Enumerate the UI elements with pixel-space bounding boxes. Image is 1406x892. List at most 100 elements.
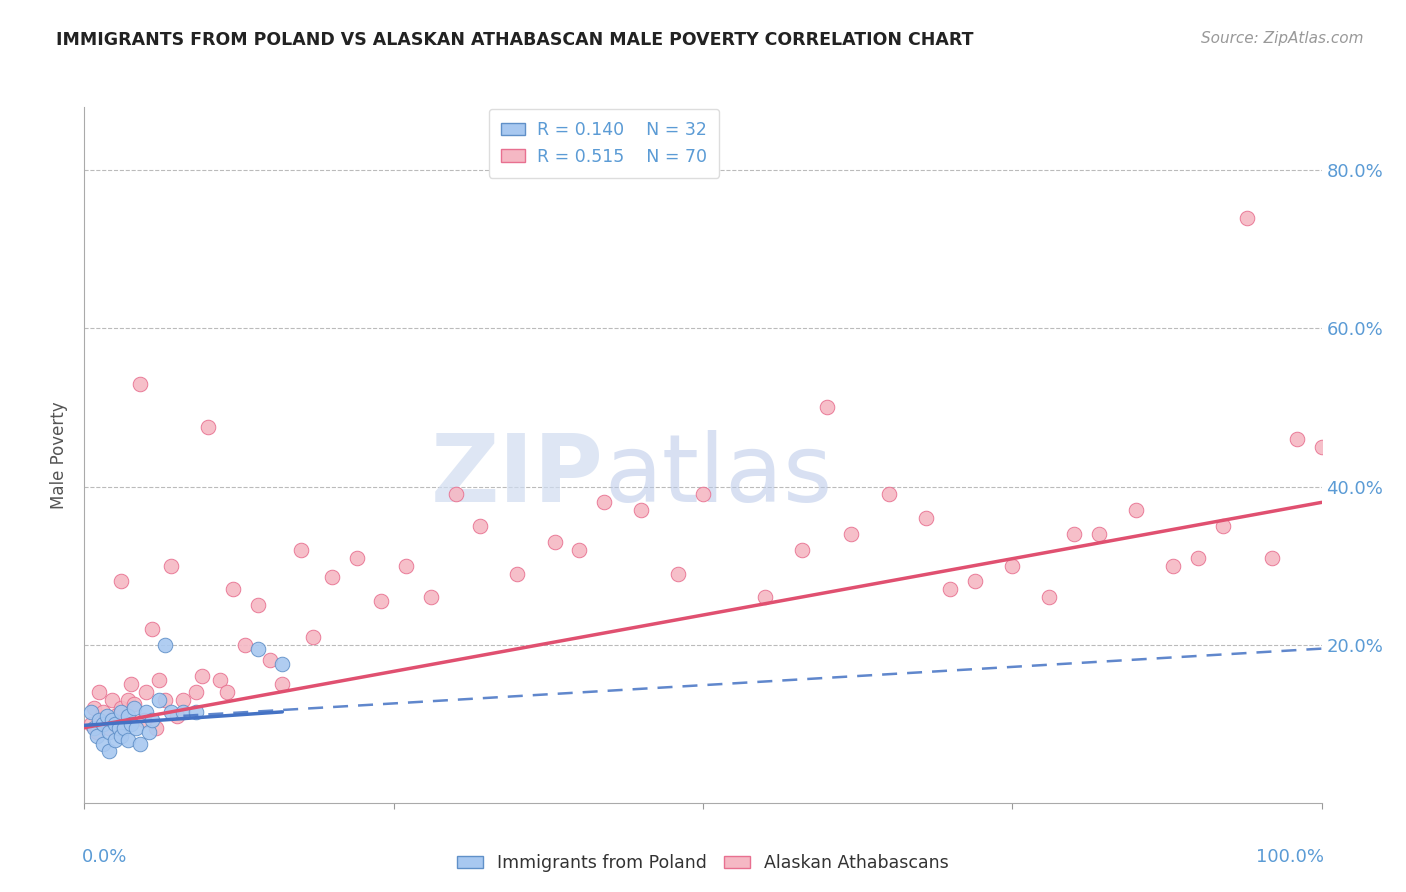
Point [1038,591,1060,605]
Point [122,701,145,715]
Point [112,721,135,735]
Point [138,724,160,739]
Point [91,705,114,719]
Point [302,630,325,644]
Point [1161,558,1184,573]
Point [1310,440,1333,454]
Point [271,657,294,672]
Point [83,701,105,715]
Point [100,693,122,707]
Point [98,744,121,758]
Point [91,716,114,731]
Point [1236,211,1258,225]
Point [83,721,105,735]
Point [370,594,392,608]
Point [233,638,256,652]
Point [1088,527,1111,541]
Y-axis label: Male Poverty: Male Poverty [51,401,69,508]
Text: 0.0%: 0.0% [82,848,128,866]
Point [96,708,118,723]
Point [86,729,108,743]
Point [89,685,111,699]
Point [108,721,131,735]
Point [117,693,139,707]
Legend: Immigrants from Poland, Alaskan Athabascans: Immigrants from Poland, Alaskan Athabasc… [450,847,956,879]
Point [290,542,312,557]
Point [184,705,207,719]
Point [1187,550,1209,565]
Point [110,705,132,719]
Text: 100.0%: 100.0% [1256,848,1324,866]
Legend: R = 0.140    N = 32, R = 0.515    N = 70: R = 0.140 N = 32, R = 0.515 N = 70 [489,109,720,178]
Point [877,487,900,501]
Point [135,705,157,719]
Point [259,653,281,667]
Point [215,685,238,699]
Text: atlas: atlas [605,430,832,522]
Point [160,705,183,719]
Point [172,705,194,719]
Point [153,638,176,652]
Point [815,401,838,415]
Point [100,713,122,727]
Point [125,721,148,735]
Point [790,542,813,557]
Point [79,716,101,731]
Point [166,708,188,723]
Point [939,582,962,597]
Text: IMMIGRANTS FROM POLAND VS ALASKAN ATHABASCAN MALE POVERTY CORRELATION CHART: IMMIGRANTS FROM POLAND VS ALASKAN ATHABA… [56,31,974,49]
Point [444,487,467,501]
Point [172,693,194,707]
Point [197,420,219,434]
Point [141,713,163,727]
Point [89,713,111,727]
Point [145,721,167,735]
Point [506,566,529,581]
Point [914,511,936,525]
Point [98,721,121,735]
Point [148,693,170,707]
Point [110,574,132,589]
Point [568,542,591,557]
Point [135,685,157,699]
Point [1212,519,1234,533]
Point [321,570,343,584]
Point [129,376,152,391]
Point [104,732,127,747]
Point [110,701,132,715]
Point [593,495,616,509]
Point [141,622,163,636]
Point [117,708,139,723]
Point [104,708,127,723]
Point [1261,550,1284,565]
Point [1063,527,1085,541]
Point [120,716,142,731]
Point [110,729,132,743]
Point [160,558,183,573]
Point [132,713,155,727]
Point [120,677,142,691]
Point [470,519,492,533]
Point [692,487,714,501]
Point [395,558,418,573]
Point [666,566,689,581]
Point [543,534,565,549]
Point [98,724,121,739]
Point [965,574,987,589]
Point [209,673,232,688]
Point [148,673,170,688]
Point [1125,503,1147,517]
Text: ZIP: ZIP [432,430,605,522]
Point [222,582,245,597]
Text: Source: ZipAtlas.com: Source: ZipAtlas.com [1201,31,1364,46]
Point [246,641,269,656]
Point [117,732,139,747]
Point [754,591,776,605]
Point [630,503,652,517]
Point [104,716,127,731]
Point [79,705,101,719]
Point [1285,432,1308,446]
Point [841,527,863,541]
Point [122,697,145,711]
Point [191,669,214,683]
